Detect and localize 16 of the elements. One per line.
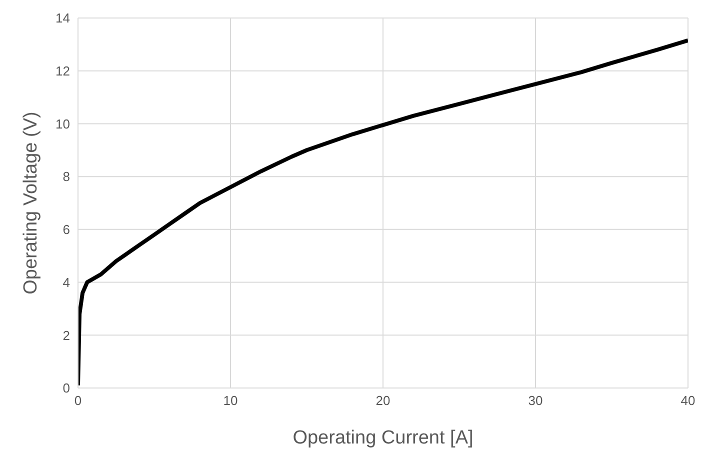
- y-tick-label: 8: [62, 169, 70, 184]
- y-tick-label: 2: [62, 328, 70, 343]
- x-tick-label: 0: [74, 393, 82, 408]
- x-tick-label: 30: [528, 393, 543, 408]
- x-axis-title: Operating Current [A]: [292, 427, 474, 448]
- y-tick-label: 10: [56, 116, 70, 132]
- x-tick-label: 10: [223, 393, 238, 408]
- y-tick-label: 6: [62, 222, 70, 238]
- y-axis-title: Operating Voltage (V): [20, 112, 42, 294]
- y-tick-label: 14: [56, 10, 70, 26]
- y-tick-label: 0: [62, 380, 70, 396]
- y-tick-label: 12: [56, 63, 70, 78]
- x-tick-label: 20: [376, 393, 390, 408]
- x-tick-label: 40: [680, 393, 696, 408]
- line-series: [78, 38, 688, 388]
- y-tick-label: 4: [62, 274, 70, 290]
